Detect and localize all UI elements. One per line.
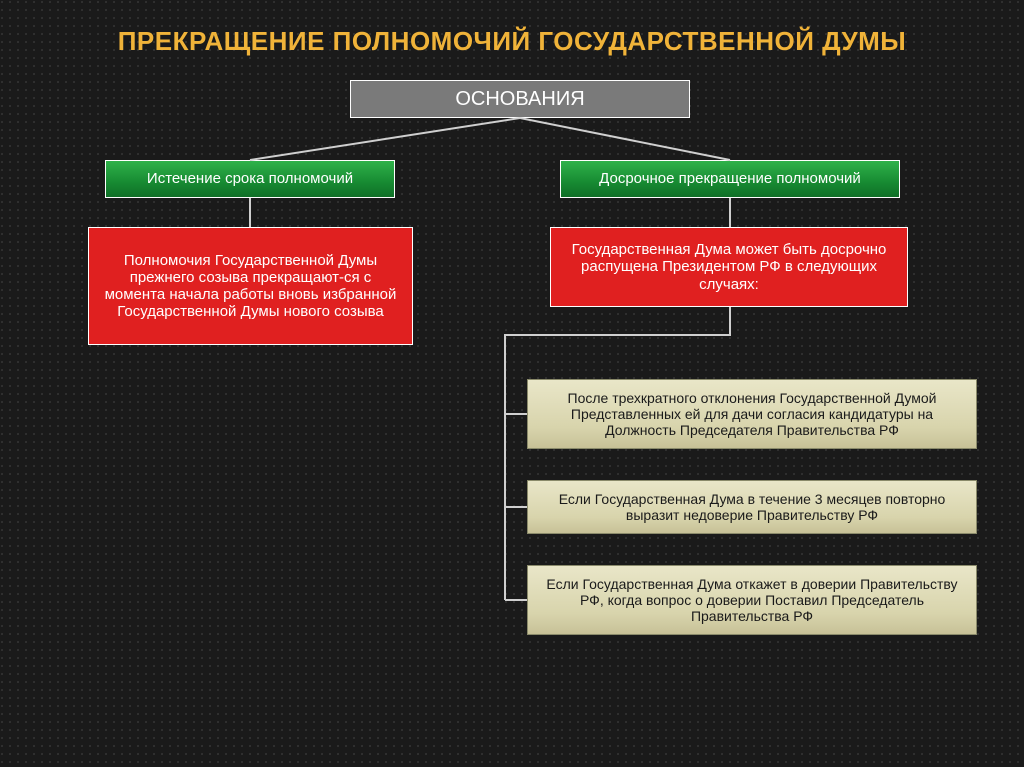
root-label: ОСНОВАНИЯ [455, 88, 584, 111]
case-text-3: Если Государственная Дума откажет в дове… [546, 576, 958, 624]
left-detail-box: Полномочия Государственной Думы прежнего… [88, 227, 413, 345]
left-detail-text: Полномочия Государственной Думы прежнего… [99, 252, 402, 321]
case-text-2: Если Государственная Дума в течение 3 ме… [546, 491, 958, 523]
case-box-3: Если Государственная Дума откажет в дове… [527, 565, 977, 635]
case-box-2: Если Государственная Дума в течение 3 ме… [527, 480, 977, 534]
left-heading-label: Истечение срока полномочий [147, 170, 353, 187]
right-detail-text: Государственная Дума может быть досрочно… [561, 241, 897, 293]
right-heading-label: Досрочное прекращение полномочий [599, 170, 861, 187]
slide-title: ПРЕКРАЩЕНИЕ ПОЛНОМОЧИЙ ГОСУДАРСТВЕННОЙ Д… [0, 26, 1024, 57]
left-heading-box: Истечение срока полномочий [105, 160, 395, 198]
root-box: ОСНОВАНИЯ [350, 80, 690, 118]
right-heading-box: Досрочное прекращение полномочий [560, 160, 900, 198]
case-text-1: После трехкратного отклонения Государств… [546, 390, 958, 438]
case-box-1: После трехкратного отклонения Государств… [527, 379, 977, 449]
right-detail-box: Государственная Дума может быть досрочно… [550, 227, 908, 307]
